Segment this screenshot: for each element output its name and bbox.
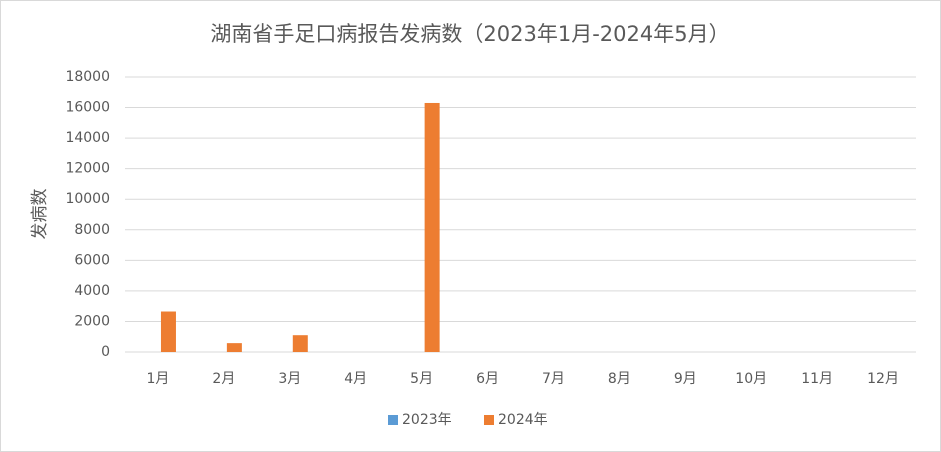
bar [226, 343, 242, 352]
x-tick-label: 10月 [735, 371, 767, 387]
x-tick-label: 6月 [476, 371, 499, 387]
y-tick-label: 8000 [74, 222, 110, 238]
y-tick-label: 2000 [74, 313, 110, 329]
x-tick-label: 7月 [542, 371, 565, 387]
x-tick-label: 5月 [410, 371, 433, 387]
x-tick-label: 4月 [344, 371, 367, 387]
bar [292, 335, 308, 352]
x-tick-label: 9月 [674, 371, 697, 387]
y-tick-label: 18000 [65, 69, 110, 85]
x-tick-label: 12月 [867, 371, 899, 387]
x-tick-label: 11月 [801, 371, 833, 387]
x-tick-label: 2月 [212, 371, 235, 387]
y-tick-label: 6000 [74, 252, 110, 268]
x-tick-label: 1月 [146, 371, 169, 387]
bar [424, 102, 440, 352]
y-tick-label: 0 [101, 344, 110, 360]
legend-label: 2023年 [402, 412, 452, 428]
y-tick-label: 12000 [65, 161, 110, 177]
legend-swatch [388, 415, 398, 425]
x-tick-label: 3月 [278, 371, 301, 387]
bar [160, 311, 176, 352]
y-tick-label: 14000 [65, 130, 110, 146]
y-axis-label: 发病数 [30, 189, 50, 240]
legend-label: 2024年 [498, 412, 548, 428]
x-tick-label: 8月 [608, 371, 631, 387]
legend-swatch [484, 415, 494, 425]
y-tick-label: 10000 [65, 191, 110, 207]
y-tick-label: 4000 [74, 283, 110, 299]
y-tick-label: 16000 [65, 100, 110, 116]
chart-title: 湖南省手足口病报告发病数（2023年1月-2024年5月） [210, 22, 729, 46]
